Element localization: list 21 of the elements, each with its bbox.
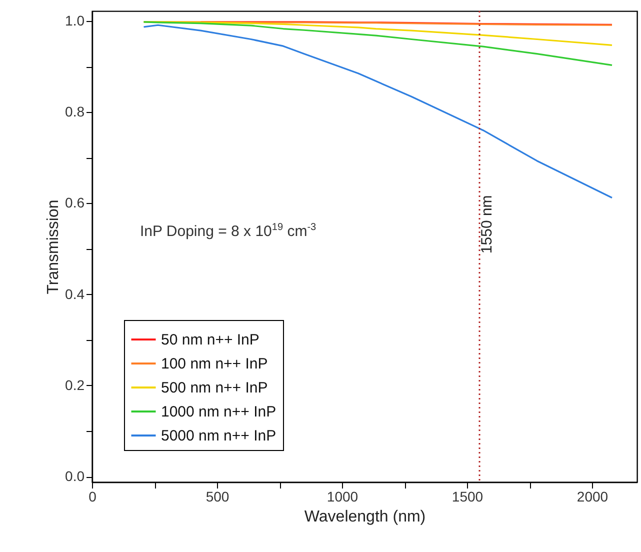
x-tick-label: 500 xyxy=(206,488,230,504)
y-tick-label: 0.8 xyxy=(65,104,85,120)
y-tick-label: 0.0 xyxy=(65,468,85,484)
legend-label: 1000 nm n++ InP xyxy=(161,404,276,420)
x-tick-label: 2000 xyxy=(576,488,608,504)
legend-label: 50 nm n++ InP xyxy=(161,332,260,348)
x-tick-label: 1500 xyxy=(452,488,484,504)
line-series xyxy=(142,21,613,66)
ref-line-label: 1550 nm xyxy=(478,195,496,254)
y-axis-title: Transmission xyxy=(45,200,62,294)
x-tick-label: 1000 xyxy=(326,488,358,504)
y-tick-label: 1.0 xyxy=(65,12,85,29)
legend-label: 5000 nm n++ InP xyxy=(161,428,276,444)
y-tick-label: 0.4 xyxy=(65,286,85,302)
legend-label: 500 nm n++ InP xyxy=(161,380,268,396)
x-tick-label: 0 xyxy=(88,488,97,504)
annotation: InP Doping = 8 x 10$^{19}$ cm$^{-3}$ xyxy=(140,222,316,240)
legend-label: 100 nm n++ InP xyxy=(161,356,268,372)
y-tick-label: 0.6 xyxy=(65,194,85,211)
y-tick-label: 0.2 xyxy=(65,376,85,393)
x-axis-title: Wavelength (nm) xyxy=(304,508,426,526)
